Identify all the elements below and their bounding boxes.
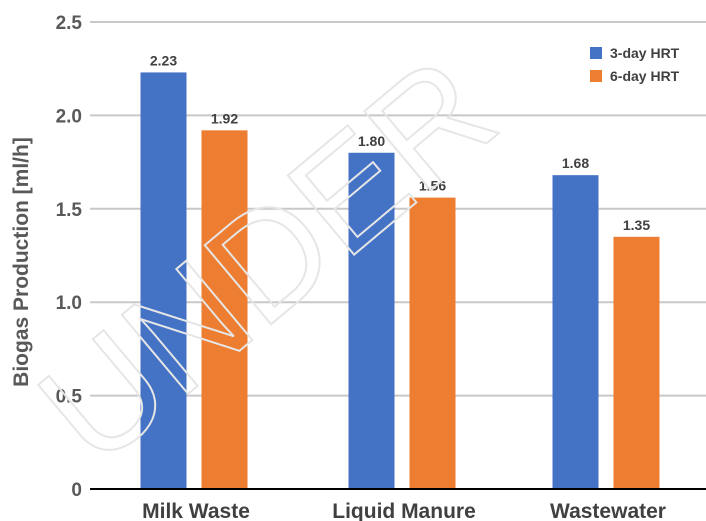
y-tick-label: 0.5	[56, 387, 83, 408]
data-label: 2.23	[150, 52, 177, 68]
legend-label: 6-day HRT	[610, 68, 680, 84]
y-tick-labels: 0 0.5 1.0 1.5 2.0 2.5	[56, 13, 83, 501]
bars	[140, 72, 660, 490]
data-labels: 2.23 1.92 1.80 1.56 1.68 1.35	[150, 52, 650, 232]
bar-6-day-0	[201, 130, 248, 489]
legend-swatch	[590, 70, 602, 82]
x-tick-label: Liquid Manure	[332, 500, 476, 521]
y-tick-label: 2.0	[56, 106, 82, 127]
y-tick-label: 2.5	[56, 13, 83, 34]
data-label: 1.80	[358, 133, 385, 149]
data-label: 1.35	[623, 217, 650, 233]
bar-3-day-1	[348, 152, 395, 489]
legend-swatch	[590, 47, 602, 59]
y-tick-label: 1.5	[56, 200, 83, 221]
bar-6-day-2	[613, 236, 660, 489]
y-axis-title: Biogas Production [ml/h]	[10, 137, 33, 387]
bar-3-day-0	[140, 72, 187, 489]
x-tick-labels: Milk Waste Liquid Manure Wastewater	[142, 500, 666, 521]
y-tick-label: 0	[71, 480, 82, 501]
data-label: 1.92	[211, 110, 238, 126]
x-tick-label: Milk Waste	[142, 500, 250, 521]
legend-label: 3-day HRT	[610, 45, 680, 61]
bar-6-day-1	[409, 197, 456, 490]
legend: 3-day HRT 6-day HRT	[590, 45, 680, 84]
bar-3-day-2	[552, 175, 599, 489]
x-tick-label: Wastewater	[550, 500, 666, 521]
data-label: 1.56	[419, 178, 446, 194]
data-label: 1.68	[562, 155, 589, 171]
gridlines	[90, 21, 706, 397]
y-tick-label: 1.0	[56, 293, 82, 314]
